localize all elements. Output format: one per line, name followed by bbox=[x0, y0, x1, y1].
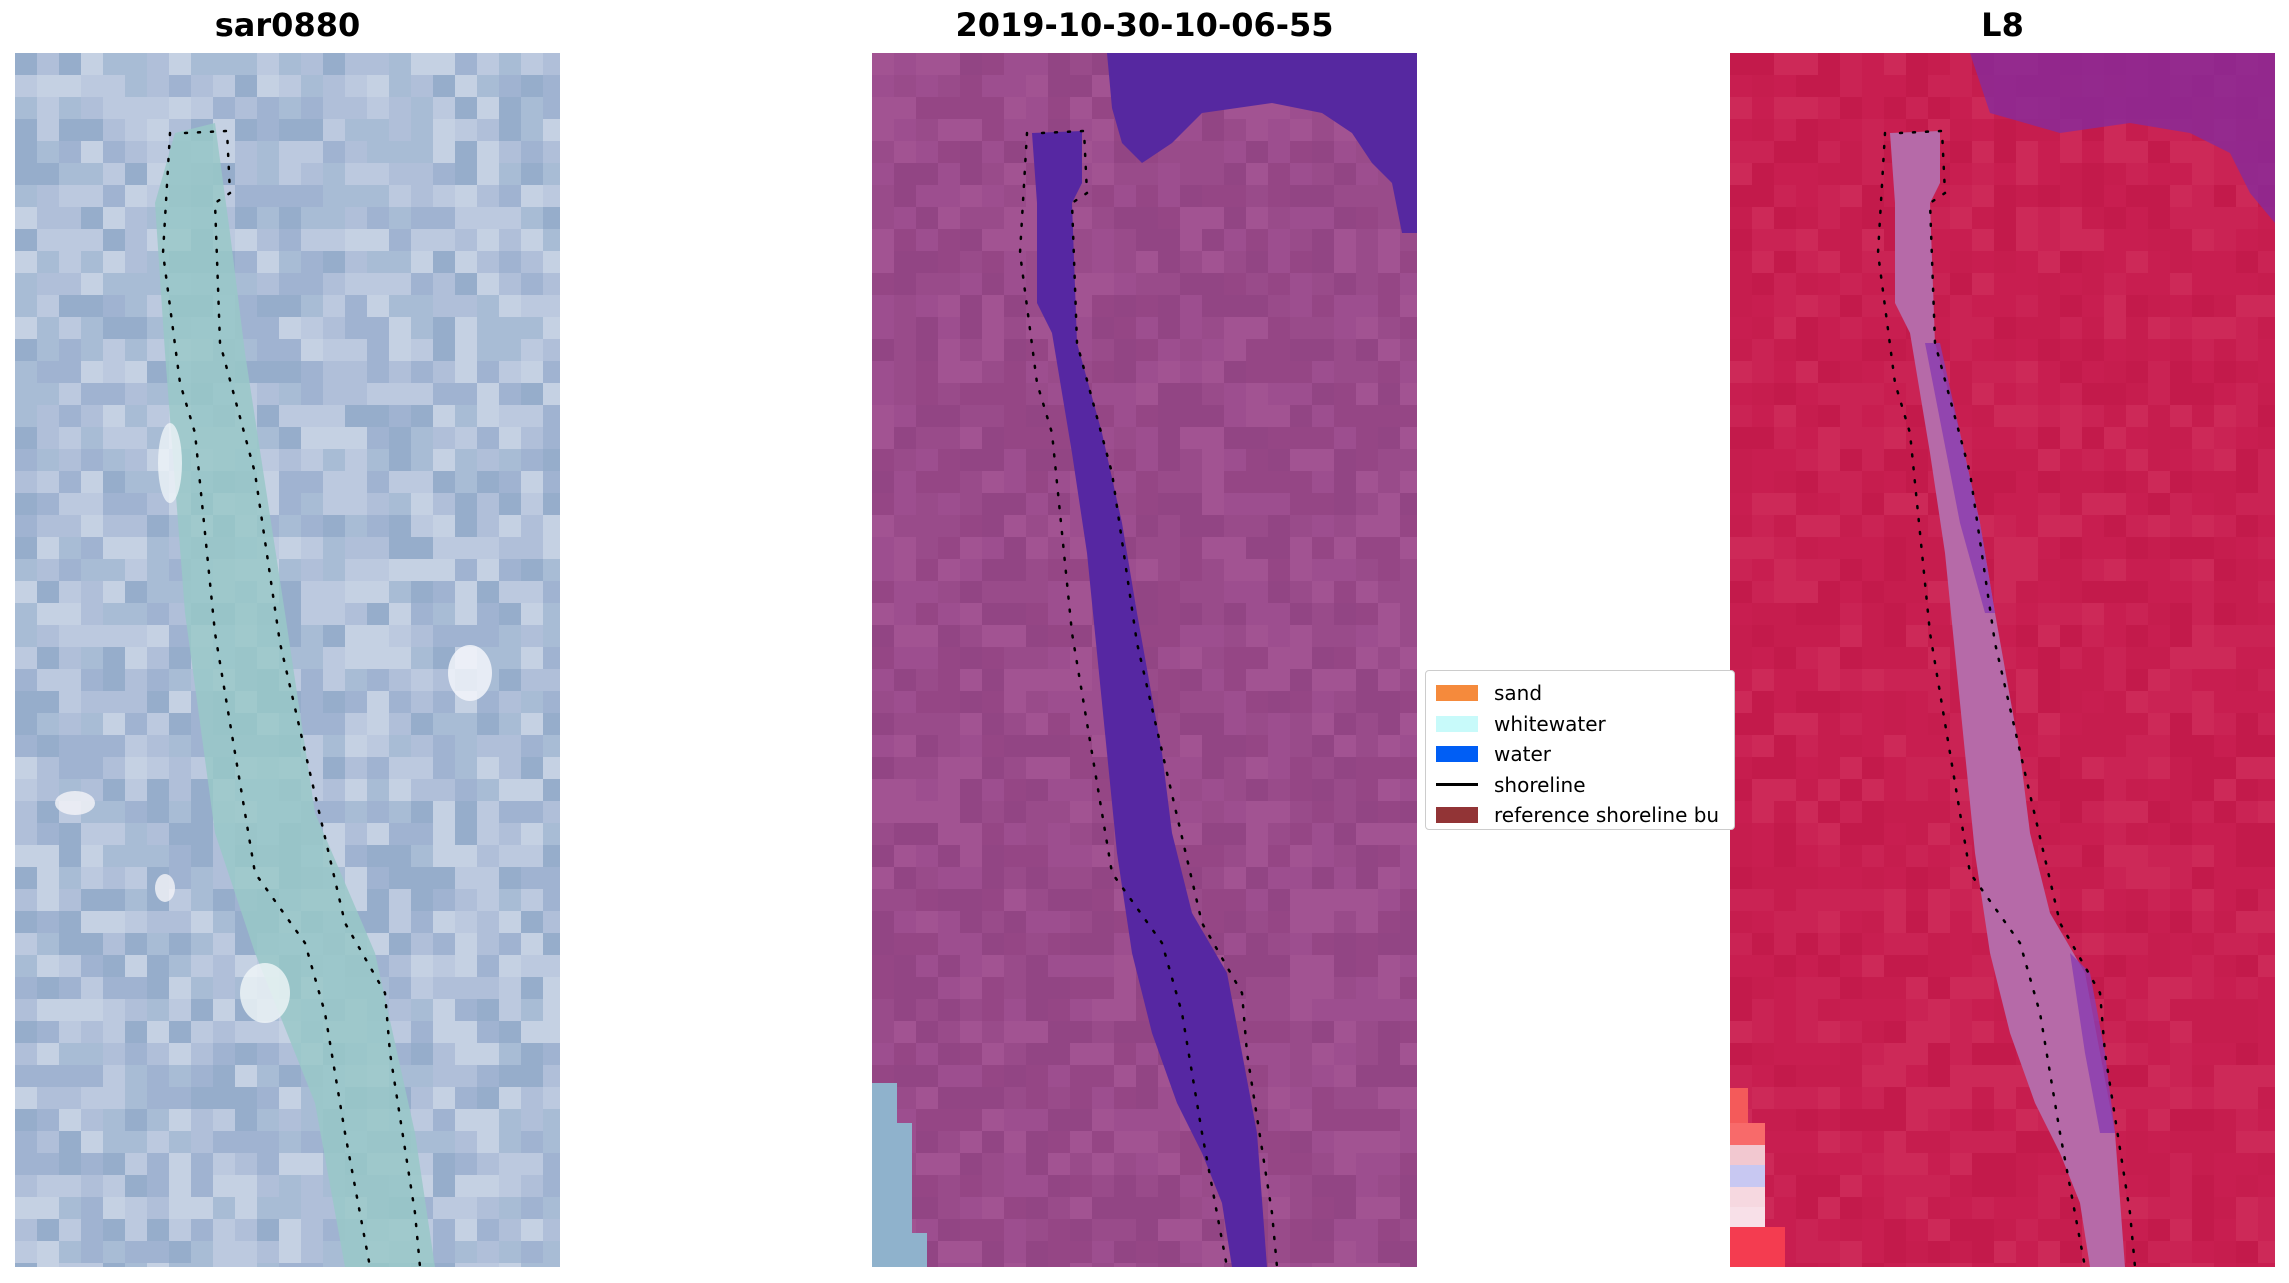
index-image-panel bbox=[1730, 53, 2275, 1267]
legend-label-water: water bbox=[1494, 742, 1551, 767]
legend: sand whitewater water shoreline referenc… bbox=[1425, 670, 1735, 830]
legend-swatch-reference-shoreline bbox=[1436, 807, 1478, 824]
legend-swatch-water bbox=[1436, 746, 1478, 763]
rgb-image-panel bbox=[15, 53, 560, 1267]
legend-item-sand: sand bbox=[1436, 678, 1724, 709]
classified-image bbox=[872, 53, 1417, 1267]
legend-label-sand: sand bbox=[1494, 681, 1543, 706]
classified-image-panel bbox=[872, 53, 1417, 1267]
panel-title-index: L8 bbox=[1981, 6, 2024, 44]
legend-item-reference-shoreline: reference shoreline bu bbox=[1436, 800, 1724, 829]
legend-label-shoreline: shoreline bbox=[1494, 772, 1586, 797]
legend-swatch-whitewater bbox=[1436, 715, 1478, 732]
index-image bbox=[1730, 53, 2275, 1267]
legend-item-shoreline: shoreline bbox=[1436, 770, 1724, 801]
legend-line-shoreline bbox=[1436, 783, 1478, 787]
panel-title-rgb: sar0880 bbox=[214, 6, 361, 44]
legend-swatch-sand bbox=[1436, 685, 1478, 702]
panel-title-classified: 2019-10-30-10-06-55 bbox=[955, 6, 1334, 44]
legend-item-whitewater: whitewater bbox=[1436, 709, 1724, 740]
legend-item-water: water bbox=[1436, 739, 1724, 770]
legend-label-reference-shoreline: reference shoreline bu bbox=[1494, 803, 1720, 828]
legend-label-whitewater: whitewater bbox=[1494, 711, 1606, 736]
rgb-image bbox=[15, 53, 560, 1267]
